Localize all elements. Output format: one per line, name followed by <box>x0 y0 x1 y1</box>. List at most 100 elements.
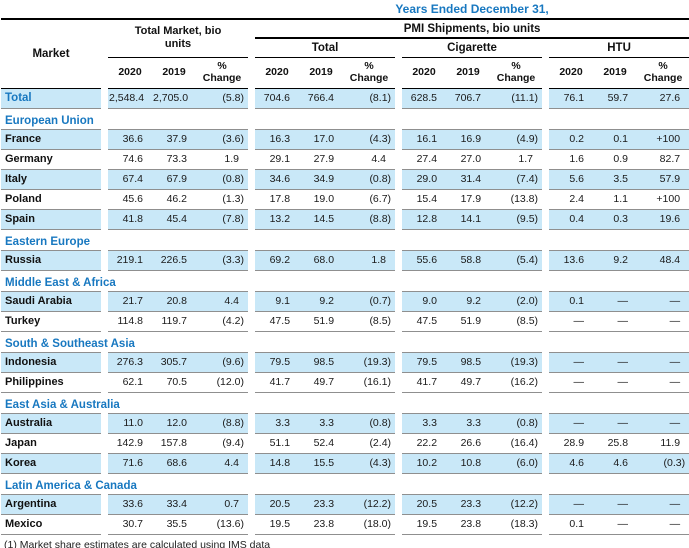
value-cell: 23.3 <box>299 493 344 515</box>
subgroup-total: Total <box>255 38 396 58</box>
year-2019-header: 2019 <box>446 57 491 89</box>
pct-change-header: % Change <box>343 57 396 89</box>
section-label: South & Southeast Asia <box>5 337 135 350</box>
value-cell: — <box>593 351 638 373</box>
section-header-row: Latin America & Canada <box>1 473 689 494</box>
value-cell: (11.1) <box>490 87 543 109</box>
value-cell: 20.5 <box>402 493 447 515</box>
gap-cell <box>101 453 108 473</box>
value-cell: — <box>593 371 638 393</box>
value-cell: (16.1) <box>343 371 396 393</box>
table-row: Mexico 30.7 35.5 (13.6) 19.5 23.8 (18.0) 19.5 23… <box>1 513 689 535</box>
gap-cell <box>101 514 108 534</box>
gap-cell <box>395 149 403 169</box>
value-cell: 45.6 <box>108 188 152 210</box>
value-cell: 114.8 <box>108 310 152 332</box>
section-header-row: European Union <box>1 108 689 129</box>
value-cell: 1.8 <box>343 249 396 271</box>
value-cell: 4.6 <box>549 452 594 474</box>
gap-cell <box>248 514 256 534</box>
value-cell: 67.9 <box>152 168 196 190</box>
value-cell: 9.2 <box>593 249 638 271</box>
table-row: Korea 71.6 68.6 4.4 14.8 15.5 (4.3) 10.2 10.8 (6.… <box>1 452 689 474</box>
value-cell: (12.2) <box>343 493 396 515</box>
value-cell: (4.2) <box>196 310 248 332</box>
value-cell: — <box>637 310 689 332</box>
value-cell: (18.3) <box>490 513 543 535</box>
gap-cell <box>542 352 550 372</box>
value-cell: (8.5) <box>343 310 396 332</box>
year-2019-header: 2019 <box>299 57 344 89</box>
gap-cell <box>101 413 108 433</box>
pmi-shipments-group-header: PMI Shipments, bio units <box>255 19 689 39</box>
value-cell: 3.3 <box>402 412 447 434</box>
gap-cell <box>248 453 256 473</box>
year-2019-header: 2019 <box>152 57 196 89</box>
value-cell: (9.5) <box>490 208 543 230</box>
value-cell: 10.8 <box>446 452 491 474</box>
value-cell: 26.6 <box>446 432 491 454</box>
gap-cell <box>248 209 256 229</box>
gap-cell <box>101 129 108 149</box>
subgroup-row: Total Cigarette HTU <box>1 38 689 58</box>
value-cell: 0.1 <box>549 513 594 535</box>
years-title-row: Years Ended December 31, <box>1 1 689 20</box>
value-cell: 36.6 <box>108 128 152 150</box>
value-cell: 2.4 <box>549 188 594 210</box>
gap-cell <box>248 372 256 392</box>
year-2020-header: 2020 <box>255 57 300 89</box>
value-cell: 19.5 <box>402 513 447 535</box>
value-cell: (0.7) <box>343 290 396 312</box>
table-row: Turkey 114.8 119.7 (4.2) 47.5 51.9 (8.5) 47.5 51… <box>1 310 689 332</box>
value-cell: (13.6) <box>196 513 248 535</box>
group-title-row: Market Total Market, bio units PMI Shipm… <box>1 19 689 89</box>
value-cell: (19.3) <box>490 351 543 373</box>
value-cell: 17.0 <box>299 128 344 150</box>
value-cell: 0.3 <box>593 208 638 230</box>
gap-cell <box>248 149 256 169</box>
market-cell: Turkey <box>1 310 101 332</box>
value-cell: 41.7 <box>255 371 300 393</box>
year-2020-header: 2020 <box>108 57 152 89</box>
value-cell: 62.1 <box>108 371 152 393</box>
gap-cell <box>248 88 256 108</box>
market-cell: Poland <box>1 188 101 210</box>
value-cell: 4.6 <box>593 452 638 474</box>
gap-cell <box>248 311 256 331</box>
value-cell: 305.7 <box>152 351 196 373</box>
value-cell: 3.3 <box>446 412 491 434</box>
value-cell: 29.1 <box>255 148 300 170</box>
value-cell: 0.1 <box>549 290 594 312</box>
market-shipments-table: Years Ended December 31, Market Total Ma… <box>1 1 689 535</box>
column-gap <box>248 57 255 88</box>
value-cell: 51.1 <box>255 432 300 454</box>
gap-cell <box>248 433 256 453</box>
value-cell: (0.8) <box>343 412 396 434</box>
value-cell: (13.8) <box>490 188 543 210</box>
value-cell: 628.5 <box>402 87 447 109</box>
gap-cell <box>248 129 256 149</box>
value-cell: 706.7 <box>446 87 491 109</box>
gap-cell <box>248 189 256 209</box>
market-cell: Australia <box>1 412 101 434</box>
value-cell: (12.2) <box>490 493 543 515</box>
value-cell: — <box>593 493 638 515</box>
value-cell: 68.6 <box>152 452 196 474</box>
value-cell: 28.9 <box>549 432 594 454</box>
gap-cell <box>101 149 108 169</box>
gap-cell <box>542 494 550 514</box>
value-cell: 23.8 <box>299 513 344 535</box>
value-cell: (8.8) <box>343 208 396 230</box>
gap-cell <box>395 250 403 270</box>
value-cell: 11.0 <box>108 412 152 434</box>
value-cell: (7.8) <box>196 208 248 230</box>
value-cell: 73.3 <box>152 148 196 170</box>
gap-cell <box>248 169 256 189</box>
gap-cell <box>395 169 403 189</box>
value-cell: 17.9 <box>446 188 491 210</box>
table-row: France 36.6 37.9 (3.6) 16.3 17.0 (4.3) 16.1 16.9… <box>1 128 689 150</box>
column-gap <box>542 57 549 88</box>
value-cell: 59.7 <box>593 87 638 109</box>
value-cell: 3.3 <box>255 412 300 434</box>
gap-cell <box>395 129 403 149</box>
